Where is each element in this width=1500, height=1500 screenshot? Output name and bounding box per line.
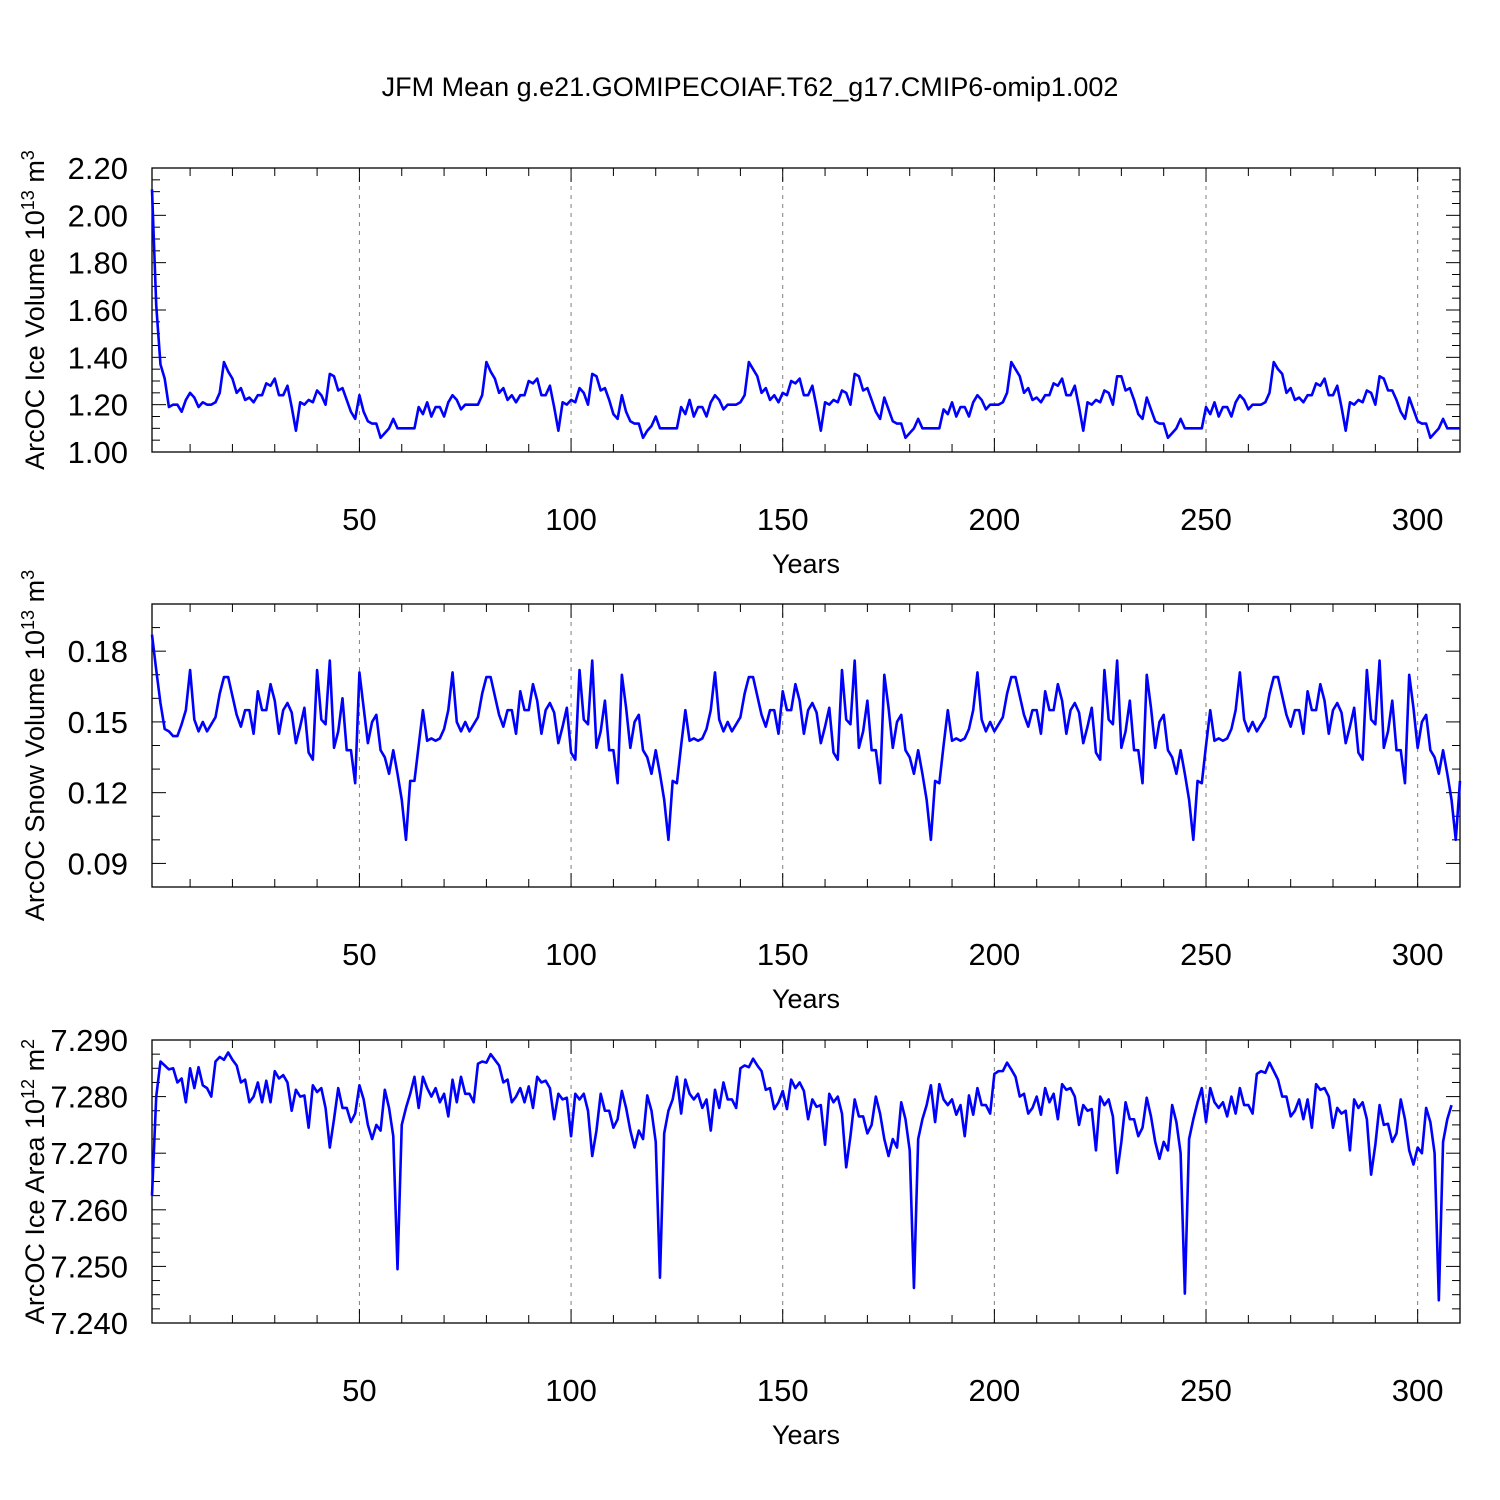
x-tick-label: 200	[969, 937, 1021, 972]
y-axis-label: ArcOC Ice Volume 1013 m3	[18, 150, 50, 470]
panel-ice-area: 7.240 7.250 7.260 7.270 7.280 7.290 50 100 150 20…	[18, 1023, 1461, 1450]
x-tick-label: 200	[969, 502, 1021, 537]
y-tick-label: 2.00	[68, 198, 128, 233]
x-tick-label: 100	[545, 1373, 597, 1408]
x-tick-label: 250	[1180, 1373, 1232, 1408]
y-tick-label: 0.12	[68, 776, 128, 811]
x-tick-label: 300	[1392, 937, 1444, 972]
y-axis-label-part: ArcOC Ice Volume 10	[20, 210, 50, 470]
y-axis-label-exponent: 2	[18, 1039, 38, 1049]
y-tick-label: 1.60	[68, 293, 128, 328]
y-axis-label-part: m	[20, 580, 50, 610]
y-tick-label: 1.20	[68, 388, 128, 423]
x-tick-label: 250	[1180, 937, 1232, 972]
x-tick-label: 300	[1392, 502, 1444, 537]
plot-frame	[151, 167, 1461, 453]
series-line-ice-area	[150, 1051, 1453, 1302]
x-tick-label: 50	[342, 502, 376, 537]
y-tick-label: 0.18	[68, 634, 128, 669]
x-axis-label: Years	[772, 549, 840, 579]
x-tick-label: 100	[545, 937, 597, 972]
y-tick-label: 2.20	[68, 151, 128, 186]
y-axis-label: ArcOC Snow Volume 1013 m3	[18, 570, 50, 921]
y-axis-label-exponent: 3	[18, 150, 38, 160]
x-tick-label: 50	[342, 937, 376, 972]
y-tick-label: 1.40	[68, 340, 128, 375]
y-axis-label-part: ArcOC Snow Volume 10	[20, 630, 50, 921]
plot-frame	[151, 603, 1461, 888]
y-axis-label-exponent: 13	[18, 610, 38, 630]
x-axis-label: Years	[772, 984, 840, 1014]
panel-ice-volume: 1.00 1.20 1.40 1.60 1.80 2.00 2.20 50 100 150 200 2…	[18, 150, 1461, 579]
chart-title: JFM Mean g.e21.GOMIPECOIAF.T62_g17.CMIP6…	[381, 72, 1119, 102]
x-tick-label: 100	[545, 502, 597, 537]
y-tick-label: 0.15	[68, 705, 128, 740]
y-tick-label: 7.290	[50, 1023, 128, 1058]
y-tick-label: 7.240	[50, 1306, 128, 1341]
panel-snow-volume: 0.09 0.12 0.15 0.18 50 100 150 200 250 300 Years Ar…	[18, 570, 1462, 1014]
x-tick-label: 150	[757, 502, 809, 537]
y-axis-label-part: m	[20, 1049, 50, 1079]
y-tick-label: 7.260	[50, 1193, 128, 1228]
y-tick-label: 7.250	[50, 1249, 128, 1284]
y-axis-label-part: ArcOC Ice Area 10	[20, 1099, 50, 1324]
x-tick-label: 150	[757, 937, 809, 972]
y-axis-label-exponent: 12	[18, 1079, 38, 1099]
y-axis-label: ArcOC Ice Area 1012 m2	[18, 1039, 50, 1324]
y-axis-label-exponent: 13	[18, 190, 38, 210]
x-tick-label: 250	[1180, 502, 1232, 537]
y-tick-label: 0.09	[68, 846, 128, 881]
y-tick-label: 1.00	[68, 435, 128, 470]
x-tick-label: 50	[342, 1373, 376, 1408]
y-axis-label-part: m	[20, 160, 50, 190]
y-tick-label: 7.270	[50, 1136, 128, 1171]
x-axis-label: Years	[772, 1420, 840, 1450]
series-line-ice-volume	[150, 189, 1460, 440]
x-tick-label: 200	[969, 1373, 1021, 1408]
y-tick-label: 7.280	[50, 1080, 128, 1115]
y-tick-label: 1.80	[68, 246, 128, 281]
y-axis-label-exponent: 3	[18, 570, 38, 580]
x-tick-label: 150	[757, 1373, 809, 1408]
x-tick-label: 300	[1392, 1373, 1444, 1408]
series-line-snow-volume	[150, 634, 1462, 842]
plot-frame	[151, 1039, 1461, 1324]
